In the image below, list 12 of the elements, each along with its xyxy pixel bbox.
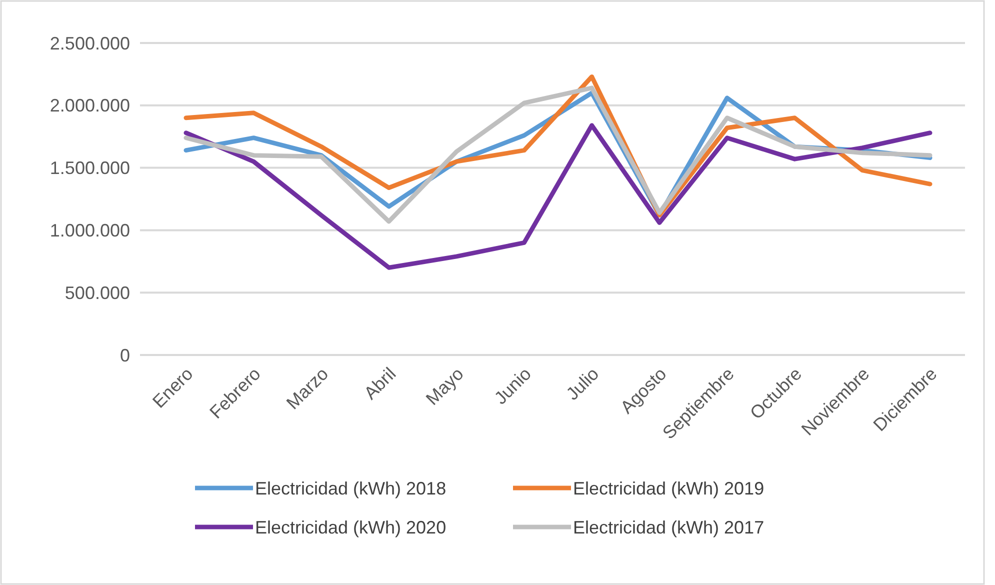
line-series: [184, 123, 932, 270]
y-tick-label: 2.000.000: [50, 96, 130, 116]
legend-label: Electricidad (kWh) 2020: [255, 517, 446, 538]
y-tick-label: 0: [120, 345, 130, 366]
y-tick-label: 1.000.000: [50, 220, 130, 240]
y-tick-label: 2.500.000: [50, 33, 130, 54]
legend-label: Electricidad (kWh) 2017: [573, 517, 764, 538]
legend-label: Electricidad (kWh) 2018: [255, 478, 446, 498]
legend-label: Electricidad (kWh) 2019: [573, 478, 764, 498]
y-tick-label: 1.500.000: [50, 158, 130, 178]
y-tick-label: 500.000: [64, 282, 130, 303]
x-tick-label: Julio: [562, 364, 603, 404]
